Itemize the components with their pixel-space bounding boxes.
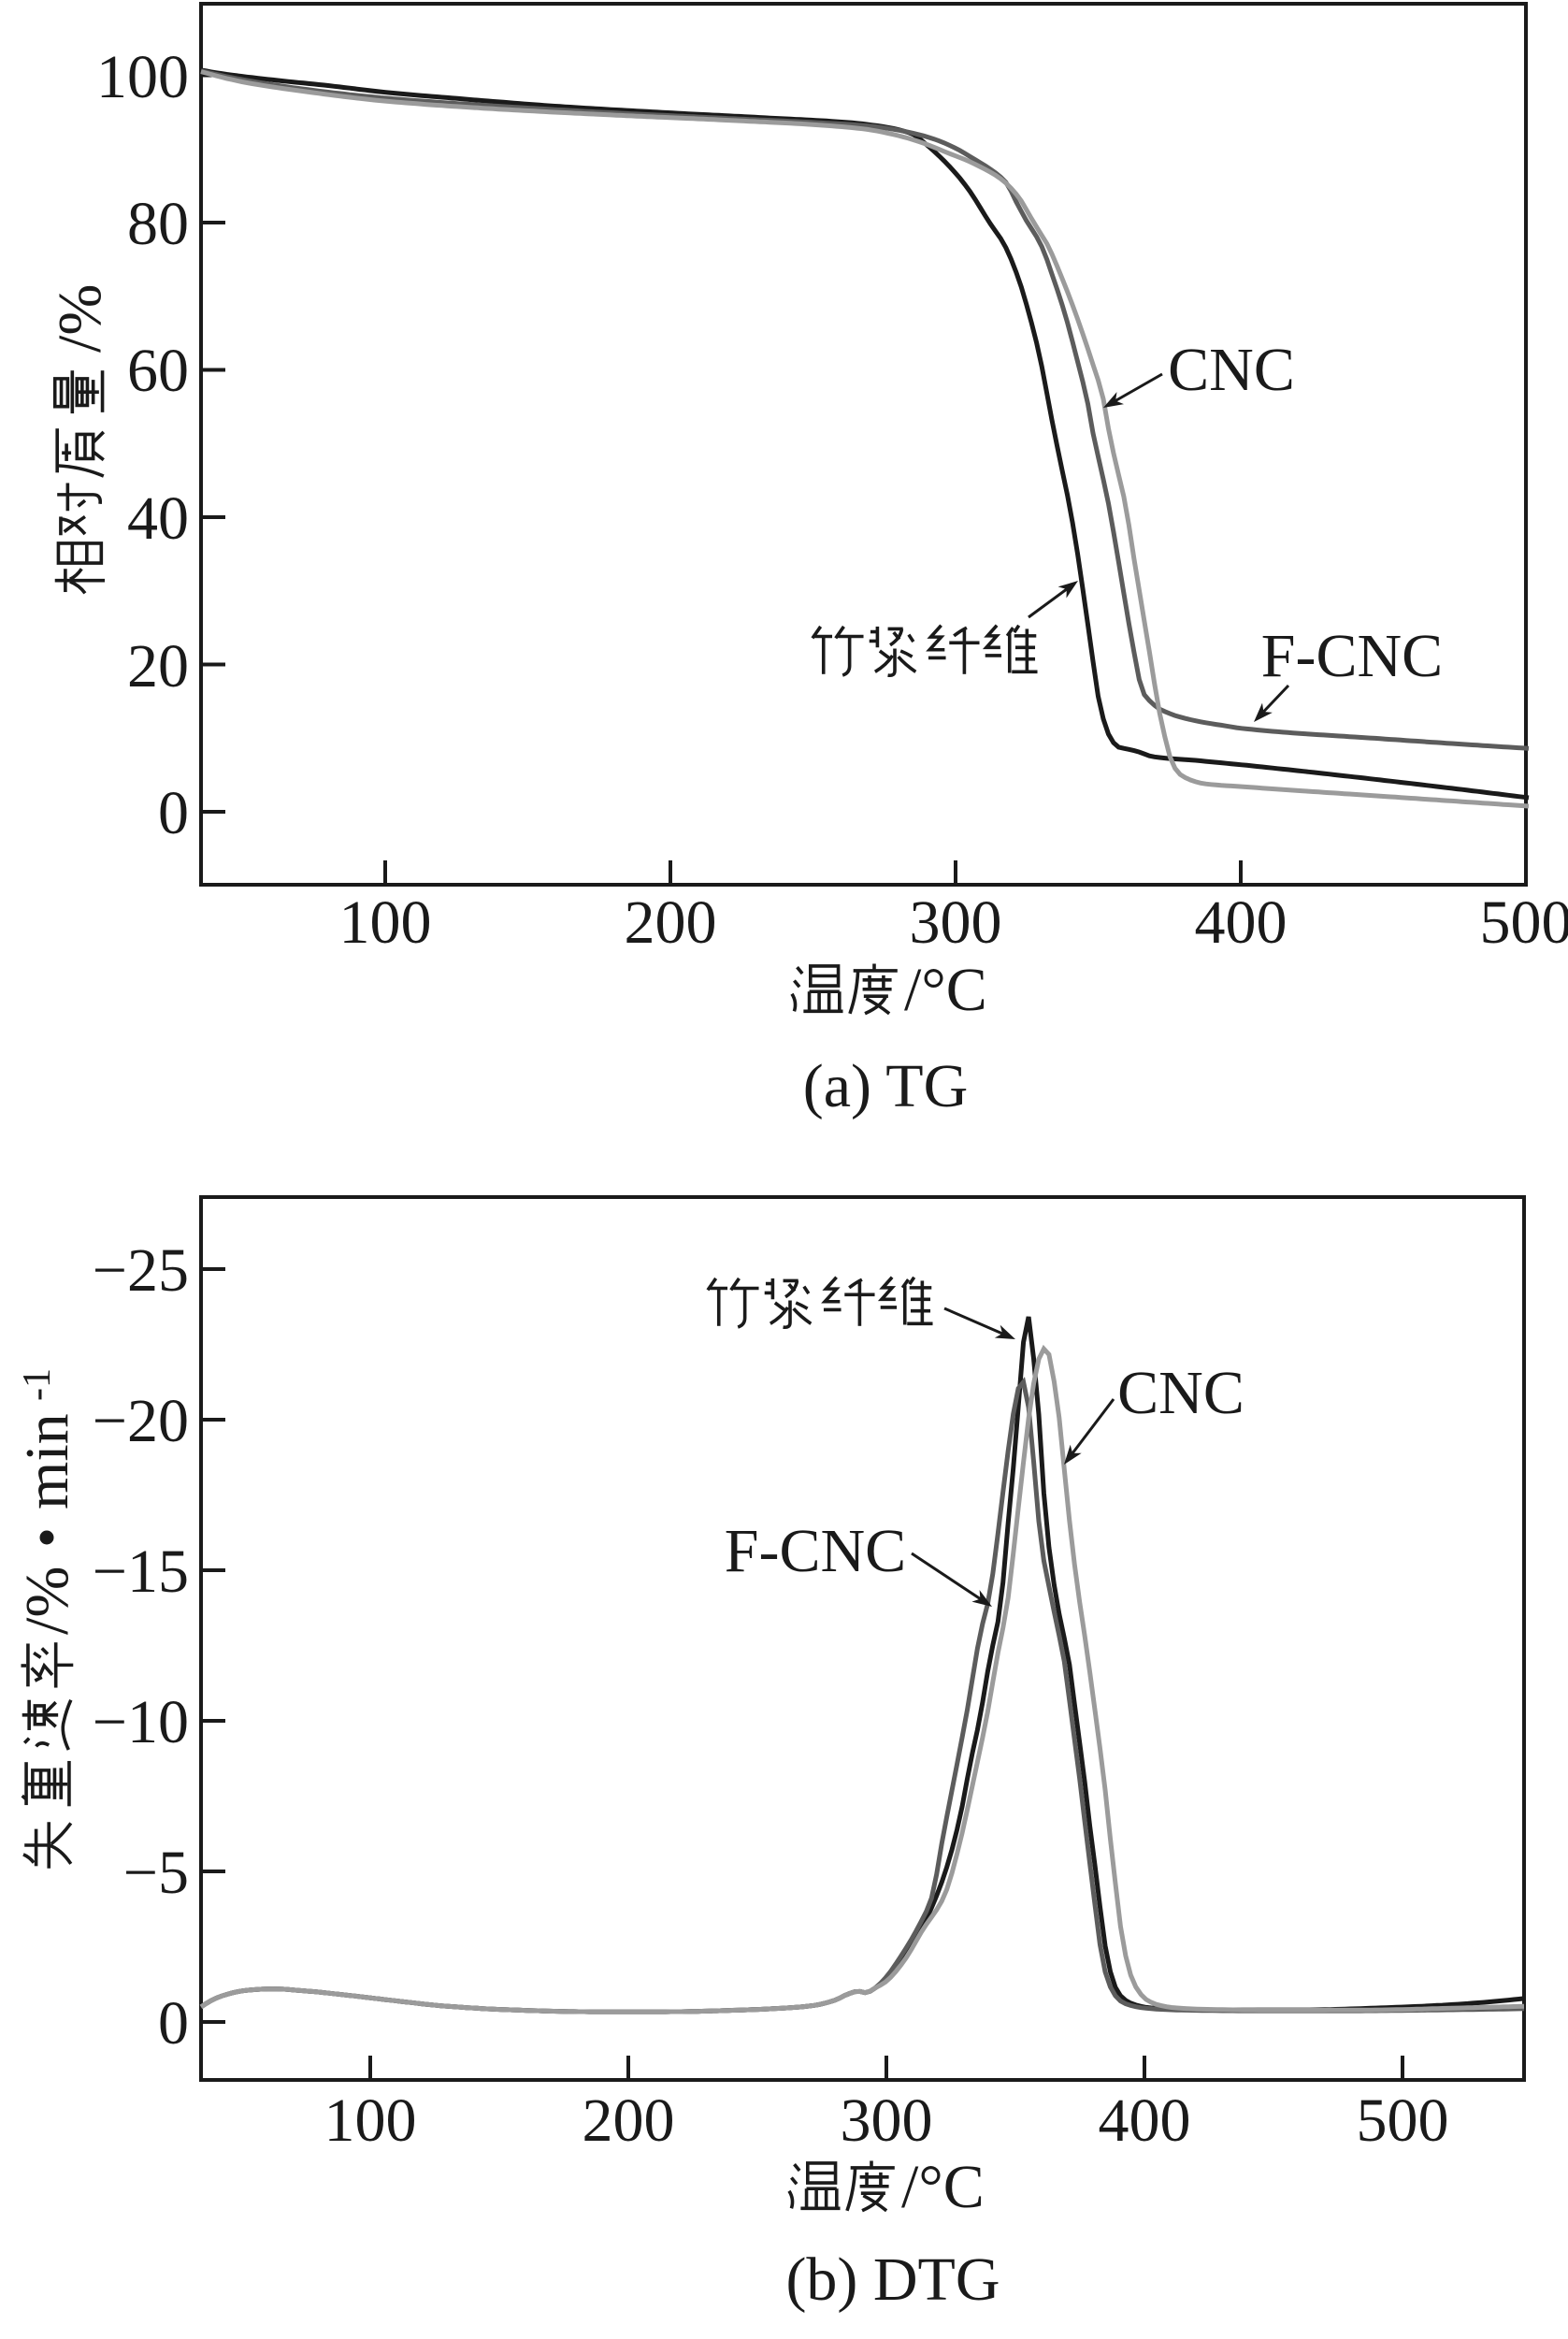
svg-text:(b) DTG: (b) DTG <box>785 2245 1000 2314</box>
svg-text:20: 20 <box>127 632 189 700</box>
svg-text:CNC: CNC <box>1117 1359 1244 1427</box>
svg-text:CNC: CNC <box>1168 336 1295 404</box>
svg-text:400: 400 <box>1099 2086 1191 2155</box>
svg-text:−5: −5 <box>123 1839 189 1907</box>
svg-text:−20: −20 <box>93 1387 189 1455</box>
svg-text:min: min <box>13 1413 81 1509</box>
svg-text:300: 300 <box>841 2086 933 2155</box>
svg-text:/%: /% <box>46 284 114 353</box>
svg-text:−25: −25 <box>93 1236 189 1305</box>
svg-text:500: 500 <box>1480 888 1568 957</box>
svg-text:500: 500 <box>1357 2086 1449 2155</box>
svg-text:0: 0 <box>158 1989 189 2057</box>
svg-text:0: 0 <box>158 779 189 847</box>
svg-text:400: 400 <box>1195 888 1287 957</box>
svg-text:200: 200 <box>583 2086 675 2155</box>
svg-text:/°C: /°C <box>904 956 987 1024</box>
svg-text:200: 200 <box>625 888 717 957</box>
svg-text:60: 60 <box>127 337 189 405</box>
svg-text:F-CNC: F-CNC <box>725 1517 906 1585</box>
svg-text:−10: −10 <box>93 1688 189 1756</box>
svg-text:-1: -1 <box>16 1368 59 1401</box>
svg-text:100: 100 <box>324 2086 417 2155</box>
svg-text:(a) TG: (a) TG <box>803 1052 969 1120</box>
svg-text:100: 100 <box>339 888 432 957</box>
svg-text:/°C: /°C <box>901 2153 985 2221</box>
svg-text:80: 80 <box>127 190 189 258</box>
svg-text:F-CNC: F-CNC <box>1261 622 1443 690</box>
svg-text:−15: −15 <box>93 1538 189 1606</box>
svg-text:/%: /% <box>13 1567 81 1635</box>
svg-text:300: 300 <box>910 888 1002 957</box>
svg-text:40: 40 <box>127 484 189 553</box>
svg-text:100: 100 <box>96 43 189 111</box>
